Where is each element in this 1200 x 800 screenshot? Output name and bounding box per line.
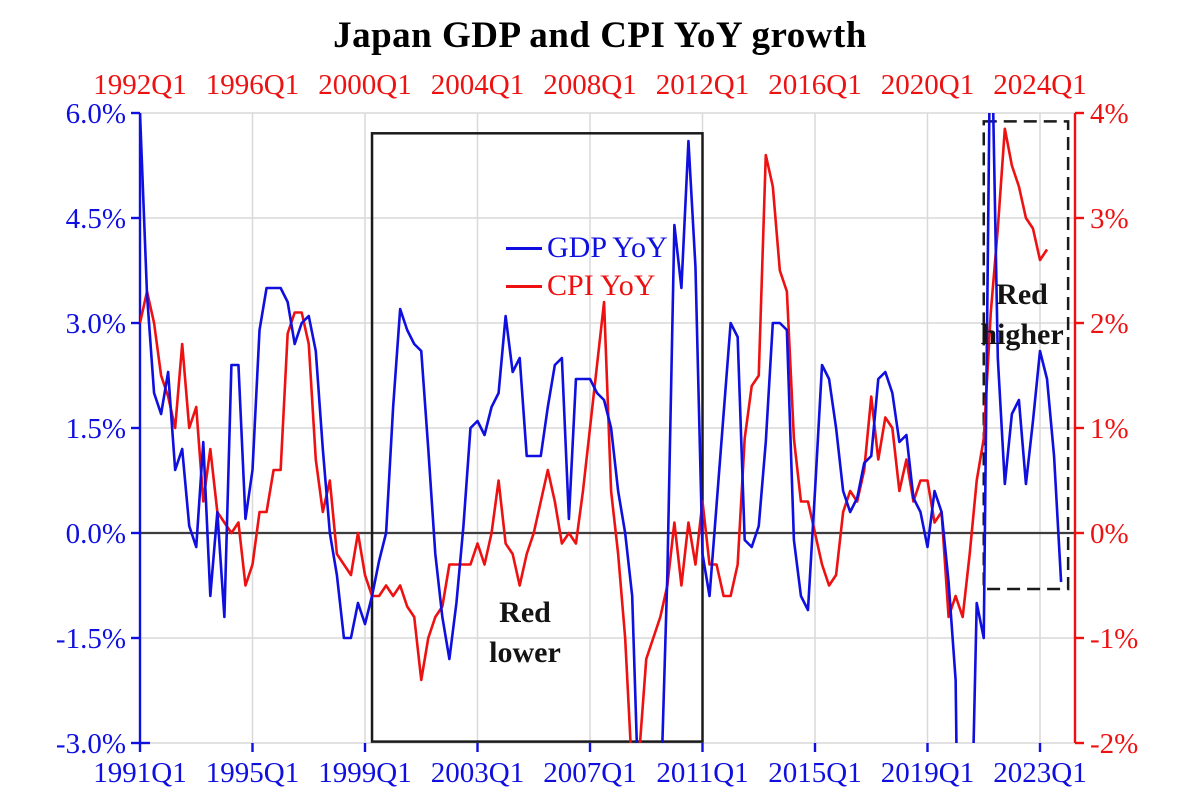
bottom-axis-label: 2023Q1: [993, 757, 1086, 789]
right-axis-label: -2%: [1090, 728, 1138, 760]
top-axis-label: 2000Q1: [318, 69, 411, 101]
top-axis-label: 2012Q1: [656, 69, 749, 101]
top-axis-label: 2008Q1: [543, 69, 636, 101]
chart-title: Japan GDP and CPI YoY growth: [333, 15, 867, 56]
top-axis-label: 2024Q1: [993, 69, 1086, 101]
bottom-axis-label: 2015Q1: [768, 757, 861, 789]
right-axis-label: 2%: [1090, 308, 1129, 340]
left-axis-label: -1.5%: [56, 623, 126, 655]
right-axis-label: -1%: [1090, 623, 1138, 655]
gdp-line-swatch: [506, 246, 542, 250]
red-higher-box: [982, 120, 1070, 591]
cpi-line-swatch: [506, 284, 542, 288]
gdp-line: [140, 113, 1063, 743]
left-axis-label: 0.0%: [66, 518, 126, 550]
bottom-axis-label: 2003Q1: [431, 757, 524, 789]
right-axis-label: 0%: [1090, 518, 1129, 550]
legend: GDP YoY CPI YoY: [506, 229, 668, 305]
left-axis-label: 3.0%: [66, 308, 126, 340]
bottom-axis-label: 2019Q1: [881, 757, 974, 789]
top-axis-label: 2020Q1: [881, 69, 974, 101]
bottom-axis-label: 1999Q1: [318, 757, 411, 789]
top-axis-label: 1996Q1: [206, 69, 299, 101]
left-axis-label: 1.5%: [66, 413, 126, 445]
right-axis-label: 4%: [1090, 98, 1129, 130]
red-lower-box: [370, 132, 704, 743]
left-axis-label: 6.0%: [66, 98, 126, 130]
bottom-axis-label: 2007Q1: [543, 757, 636, 789]
legend-label-gdp: GDP YoY: [547, 231, 668, 264]
legend-item-cpi: CPI YoY: [506, 267, 668, 305]
cpi-line: [140, 127, 1049, 743]
top-axis-label: 2016Q1: [768, 69, 861, 101]
legend-label-cpi: CPI YoY: [547, 269, 656, 302]
top-axis-label: 1992Q1: [93, 69, 186, 101]
bottom-axis-label: 1995Q1: [206, 757, 299, 789]
right-axis-label: 3%: [1090, 203, 1129, 235]
left-axis-label: -3.0%: [56, 728, 126, 760]
annotation-red-lower: Red lower: [489, 596, 561, 669]
right-axis-label: 1%: [1090, 413, 1129, 445]
top-axis-label: 2004Q1: [431, 69, 524, 101]
left-axis-label: 4.5%: [66, 203, 126, 235]
bottom-axis-label: 2011Q1: [656, 757, 748, 789]
annotation-red-higher: Red higher: [980, 278, 1064, 351]
legend-item-gdp: GDP YoY: [506, 229, 668, 267]
bottom-axis-label: 1991Q1: [93, 757, 186, 789]
